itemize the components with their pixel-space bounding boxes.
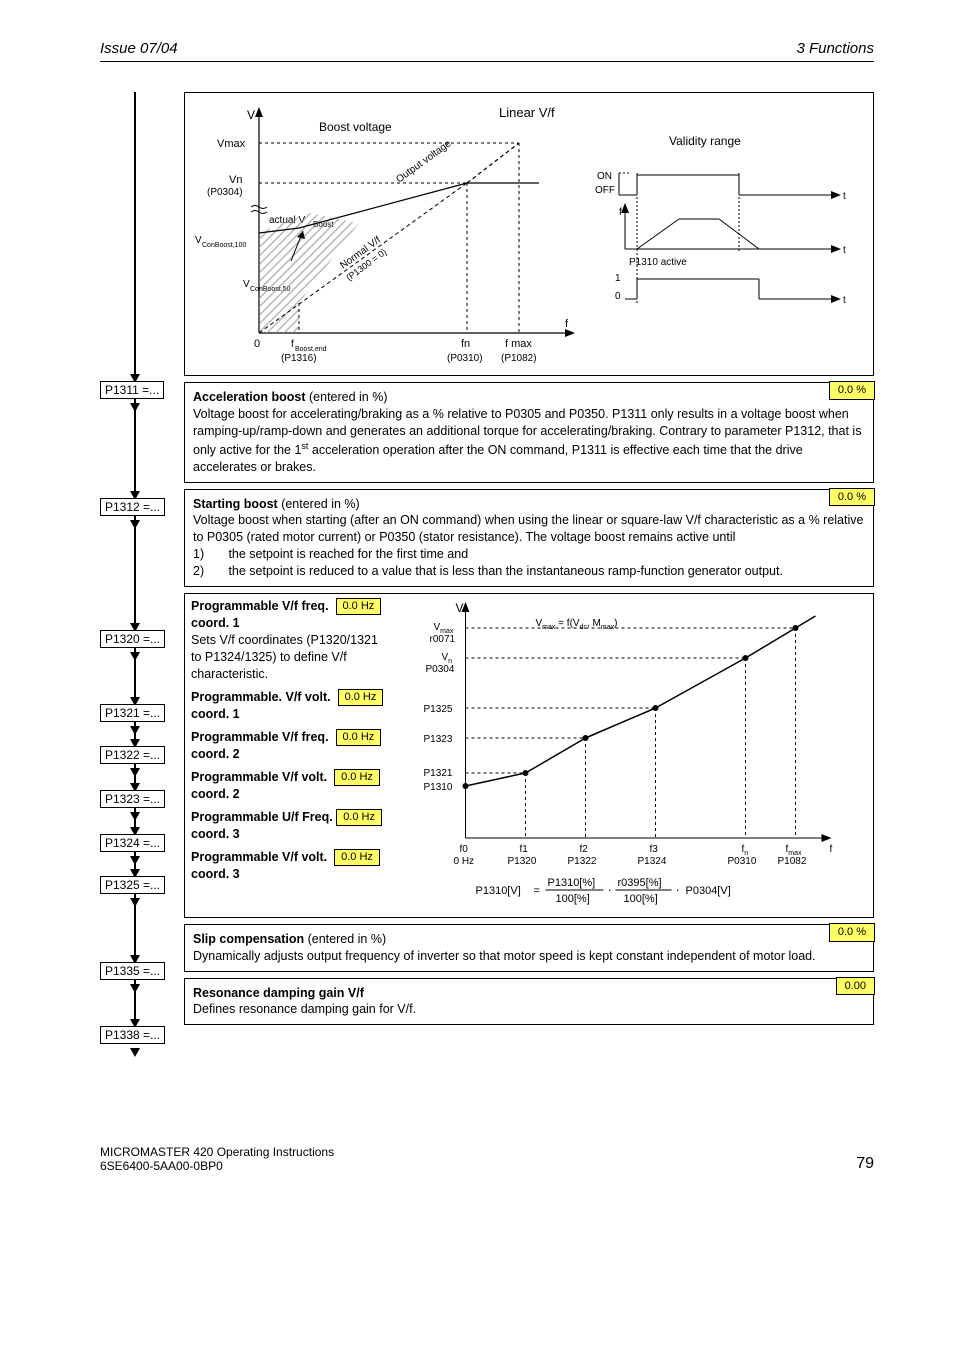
svg-text:r0395[%]: r0395[%] xyxy=(618,877,662,889)
svg-text:f2: f2 xyxy=(580,844,589,855)
svg-text:P1324: P1324 xyxy=(638,856,667,867)
svg-text:f max: f max xyxy=(505,338,532,350)
badge-p1338: 0.00 xyxy=(836,977,875,996)
svg-text:P1320: P1320 xyxy=(508,856,537,867)
badge-p1312: 0.0 % xyxy=(829,488,875,507)
svg-text:P1082: P1082 xyxy=(778,856,807,867)
row-p1323: Programmable V/f volt. 0.0 Hz coord. 2 xyxy=(191,769,386,803)
figure-vf-coords: V Vmax r0071 Vmax = f(Vdc, Mmax) Vn P030… xyxy=(394,598,867,908)
svg-text:f1: f1 xyxy=(520,844,529,855)
param-p1325: P1325 =... xyxy=(100,876,165,894)
param-p1321: P1321 =... xyxy=(100,704,165,722)
svg-text:Boost,end: Boost,end xyxy=(295,346,327,353)
param-p1323: P1323 =... xyxy=(100,790,165,808)
svg-text:P1325: P1325 xyxy=(424,704,453,715)
svg-text:Vn: Vn xyxy=(229,174,242,186)
svg-text:f: f xyxy=(830,844,833,855)
svg-text:t: t xyxy=(843,295,846,306)
box-p1312: 0.0 % Starting boost (entered in %) Volt… xyxy=(184,489,874,587)
param-p1312: P1312 =... xyxy=(100,498,165,516)
svg-text:1: 1 xyxy=(615,273,621,284)
param-p1311: P1311 =... xyxy=(100,381,164,399)
svg-text:f3: f3 xyxy=(650,844,659,855)
svg-text:(P1316): (P1316) xyxy=(281,353,317,364)
svg-text:Linear V/f: Linear V/f xyxy=(499,105,555,120)
header-left: Issue 07/04 xyxy=(100,40,178,57)
svg-text:·: · xyxy=(608,882,612,897)
svg-text:fn: fn xyxy=(461,338,470,350)
svg-text:=: = xyxy=(534,885,540,897)
svg-text:P0304[V]: P0304[V] xyxy=(686,885,731,897)
linear-vf-svg: V f Vmax Vn (P0304) actual V Boost V xyxy=(195,103,863,365)
svg-text:Vmax: Vmax xyxy=(217,138,246,150)
row-p1321: Programmable. V/f volt. 0.0 Hz coord. 1 xyxy=(191,689,386,723)
svg-text:(P0310): (P0310) xyxy=(447,353,483,364)
box-p1338: 0.00 Resonance damping gain V/f Defines … xyxy=(184,978,874,1026)
svg-text:0 Hz: 0 Hz xyxy=(454,856,475,867)
svg-text:Boost voltage: Boost voltage xyxy=(319,120,392,134)
row-p1325: Programmable V/f volt. 0.0 Hz coord. 3 xyxy=(191,849,386,883)
svg-text:Validity range: Validity range xyxy=(669,134,741,148)
svg-text:Output voltage: Output voltage xyxy=(394,138,453,185)
svg-text:Vmax = f(Vdc, Mmax): Vmax = f(Vdc, Mmax) xyxy=(536,618,618,631)
svg-text:P1322: P1322 xyxy=(568,856,597,867)
svg-text:ON: ON xyxy=(597,171,612,182)
param-p1320: P1320 =... xyxy=(100,630,165,648)
svg-text:P0304: P0304 xyxy=(426,664,455,675)
figure-linear-vf: V f Vmax Vn (P0304) actual V Boost V xyxy=(184,92,874,376)
svg-text:P1310 active: P1310 active xyxy=(629,257,687,268)
page-header: Issue 07/04 3 Functions xyxy=(100,40,874,62)
svg-text:0: 0 xyxy=(254,338,260,350)
row-p1324: Programmable U/f Freq. 0.0 Hz coord. 3 xyxy=(191,809,386,843)
title-p1311: Acceleration boost xyxy=(193,390,306,404)
svg-text:100[%]: 100[%] xyxy=(556,893,590,905)
badge-p1335: 0.0 % xyxy=(829,923,875,942)
svg-text:100[%]: 100[%] xyxy=(624,893,658,905)
svg-text:P1310[V]: P1310[V] xyxy=(476,885,521,897)
body-p1312-intro: Voltage boost when starting (after an ON… xyxy=(193,513,863,544)
param-p1335: P1335 =... xyxy=(100,962,165,980)
svg-text:V: V xyxy=(247,108,255,122)
svg-text:P1310: P1310 xyxy=(424,782,453,793)
param-p1324: P1324 =... xyxy=(100,834,165,852)
header-right: 3 Functions xyxy=(796,40,874,57)
box-p1335: 0.0 % Slip compensation (entered in %) D… xyxy=(184,924,874,972)
body-p1311: Voltage boost for accelerating/braking a… xyxy=(193,407,861,474)
param-p1338: P1338 =... xyxy=(100,1026,165,1044)
svg-text:f: f xyxy=(565,318,569,330)
svg-text:t: t xyxy=(843,245,846,256)
svg-text:OFF: OFF xyxy=(595,185,615,196)
row-p1320: Programmable V/f freq. 0.0 Hz coord. 1 S… xyxy=(191,598,386,683)
svg-text:(P1082): (P1082) xyxy=(501,353,537,364)
svg-text:P1310[%]: P1310[%] xyxy=(548,877,596,889)
page-footer: MICROMASTER 420 Operating Instructions 6… xyxy=(100,1145,874,1173)
row-p1322: Programmable V/f freq. 0.0 Hz coord. 2 xyxy=(191,729,386,763)
box-p1311: 0.0 % Acceleration boost (entered in %) … xyxy=(184,382,874,483)
svg-text:·: · xyxy=(676,882,680,897)
badge-p1311: 0.0 % xyxy=(829,381,875,400)
svg-text:r0071: r0071 xyxy=(430,634,456,645)
svg-text:f: f xyxy=(291,339,294,350)
svg-text:V: V xyxy=(243,279,250,290)
svg-text:f0: f0 xyxy=(460,844,469,855)
svg-text:t: t xyxy=(843,191,846,202)
svg-text:P1321: P1321 xyxy=(424,768,453,779)
svg-text:(P0304): (P0304) xyxy=(207,187,243,198)
param-p1322: P1322 =... xyxy=(100,746,165,764)
svg-text:V: V xyxy=(456,601,464,615)
box-p1320-group: Programmable V/f freq. 0.0 Hz coord. 1 S… xyxy=(184,593,874,918)
svg-text:P0310: P0310 xyxy=(728,856,757,867)
title-p1312: Starting boost xyxy=(193,497,278,511)
svg-text:V: V xyxy=(195,235,202,246)
svg-text:ConBoost,100: ConBoost,100 xyxy=(202,242,246,249)
svg-text:0: 0 xyxy=(615,291,621,302)
svg-text:P1323: P1323 xyxy=(424,734,453,745)
